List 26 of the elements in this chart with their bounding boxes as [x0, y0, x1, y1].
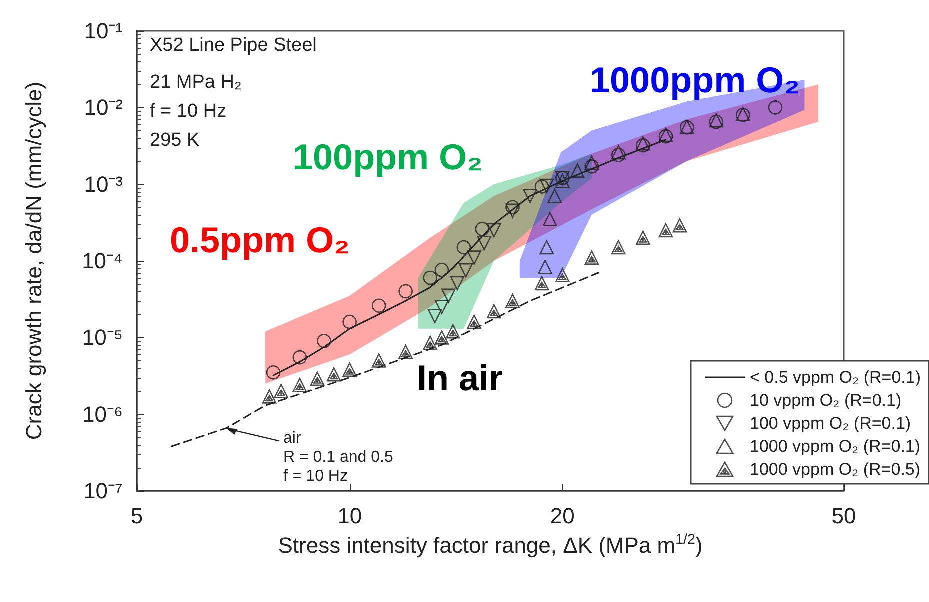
y-tick-label: 10⁻³	[84, 172, 123, 197]
legend-label: 1000 vppm O₂ (R=0.5)	[750, 460, 921, 479]
legend-label: 10 vppm O₂ (R=0.1)	[750, 391, 902, 410]
legend-label: 1000 vppm O₂ (R=0.1)	[750, 437, 921, 456]
y-tick-label: 10⁻²	[84, 95, 123, 120]
annotation: 21 MPa H₂	[150, 72, 242, 93]
x-tick-label: 5	[130, 504, 144, 528]
annotation: 295 K	[150, 130, 200, 151]
y-tick-label: 10⁻⁵	[82, 325, 123, 350]
annotation: X52 Line Pipe Steel	[150, 35, 317, 56]
x-tick-label: 50	[832, 504, 856, 528]
y-tick-label: 10⁻⁶	[82, 402, 123, 427]
x-tick-label: 20	[550, 504, 575, 528]
annotation: 1000ppm O₂	[590, 60, 800, 100]
annotation: 0.5ppm O₂	[170, 220, 350, 260]
x-tick-label: 10	[338, 504, 362, 528]
legend-label: < 0.5 vppm O₂ (R=0.1)	[750, 368, 922, 387]
annotation: 100ppm O₂	[293, 136, 484, 178]
y-tick-label: 10⁻⁴	[82, 248, 123, 274]
annotation: air R = 0.1 and 0.5 f = 10 Hz	[283, 430, 394, 486]
legend-label: 100 vppm O₂ (R=0.1)	[750, 414, 912, 433]
y-tick-label: 10⁻⁷	[84, 478, 124, 504]
y-axis-title: Crack growth rate, da/dN (mm/cycle)	[22, 82, 46, 440]
annotation: f = 10 Hz	[150, 101, 227, 122]
annotation: In air	[417, 358, 504, 398]
y-tick-label: 10⁻¹	[84, 18, 123, 44]
